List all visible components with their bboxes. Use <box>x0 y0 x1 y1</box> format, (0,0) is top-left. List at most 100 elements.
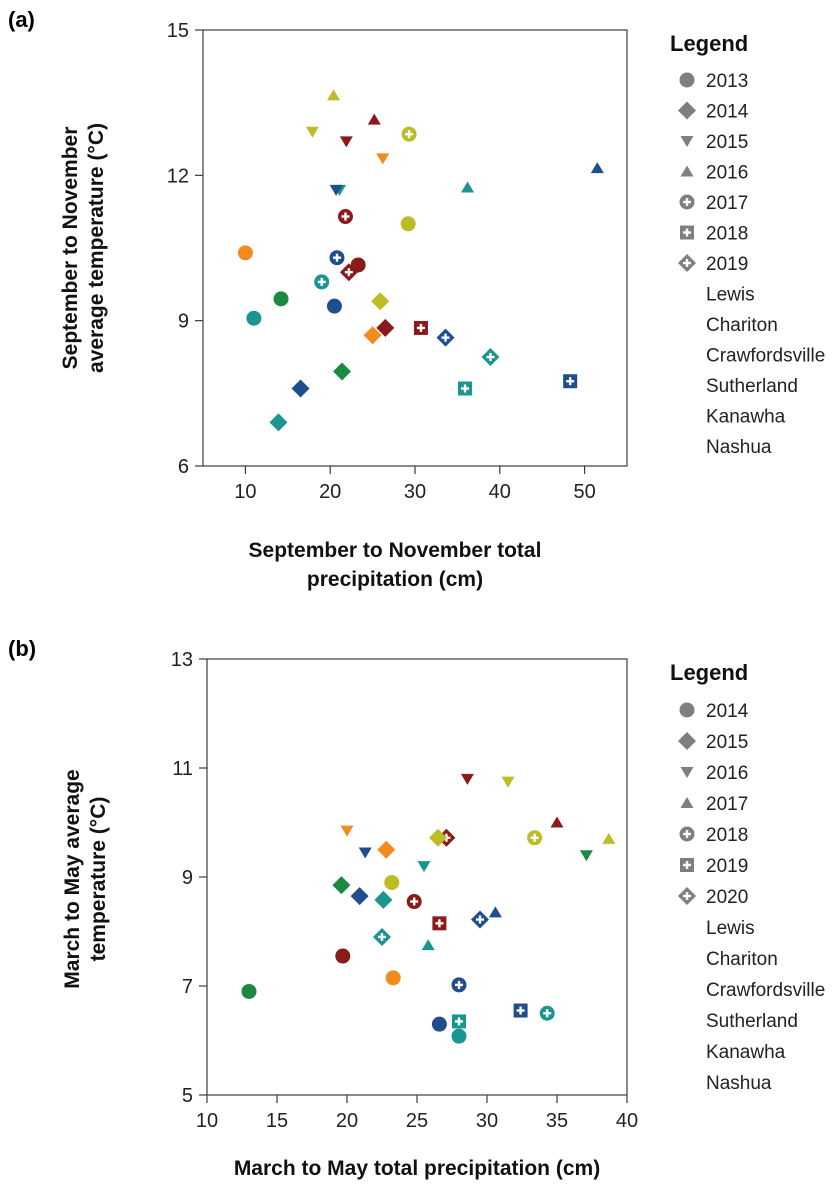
x-tick-label: 10 <box>234 481 256 503</box>
panel-label: (b) <box>8 636 36 661</box>
data-point <box>384 874 400 890</box>
x-tick-label: 40 <box>616 1110 638 1132</box>
data-point <box>451 1028 467 1044</box>
data-point <box>367 113 381 125</box>
data-point <box>432 916 447 931</box>
y-tick-label: 9 <box>178 311 189 333</box>
data-point <box>431 1016 447 1032</box>
data-point <box>488 906 502 918</box>
y-tick-label: 6 <box>178 456 189 478</box>
legend-year-label: 2014 <box>706 701 749 722</box>
data-point <box>291 379 310 398</box>
y-tick-label: 7 <box>182 976 193 998</box>
data-point <box>273 291 289 307</box>
legend-year-label: 2015 <box>706 132 748 153</box>
legend-marker <box>679 826 695 842</box>
legend-year-label: 2016 <box>706 763 748 784</box>
data-point <box>451 977 467 993</box>
data-point <box>579 850 593 862</box>
data-point <box>374 890 393 909</box>
y-tick-label: 12 <box>167 165 189 187</box>
data-point <box>460 773 474 785</box>
legend-site-label: Chariton <box>706 315 778 336</box>
panel-b: (b) 5 7 9 11 13 10 15 20 25 30 35 40 March to May ave… <box>8 636 825 1180</box>
data-point <box>327 89 341 101</box>
legend-year-label: 2019 <box>706 254 748 275</box>
x-axis-title: precipitation (cm) <box>307 568 483 591</box>
legend-marker <box>680 165 694 177</box>
data-point <box>358 847 372 859</box>
data-point <box>376 153 390 165</box>
panel-a: (a) 6 9 12 15 10 20 30 40 50 September to November… <box>8 7 825 591</box>
panel-label: (a) <box>8 7 35 32</box>
data-point <box>406 894 422 910</box>
data-point <box>246 310 262 326</box>
legend-year-label: 2018 <box>706 825 748 846</box>
data-point <box>329 250 345 266</box>
data-point <box>436 328 455 347</box>
data-point <box>335 948 351 964</box>
data-point <box>458 381 473 396</box>
y-axis-title: March to May average <box>61 769 84 988</box>
legend-site-label: Crawfordsville <box>706 980 825 1001</box>
data-point <box>333 362 352 381</box>
data-point <box>339 263 358 282</box>
data-point <box>350 887 369 906</box>
legend-marker <box>680 225 694 240</box>
legend-site-label: Kanawha <box>706 407 786 428</box>
legend-marker <box>679 72 695 88</box>
y-axis-title: September to November <box>59 127 82 370</box>
legend-site-label: Lewis <box>706 285 755 306</box>
x-tick-label: 15 <box>266 1110 288 1132</box>
data-point <box>461 181 475 193</box>
legend-marker <box>678 887 696 905</box>
plot-area-frame <box>206 658 628 1096</box>
data-point <box>241 983 257 999</box>
legend-marker <box>678 732 696 750</box>
x-tick-label: 50 <box>573 481 595 503</box>
y-tick-label: 11 <box>172 758 193 780</box>
legend-year-label: 2020 <box>706 887 748 908</box>
data-point <box>452 1014 466 1029</box>
legend-year-label: 2014 <box>706 102 749 123</box>
legend-site-label: Nashua <box>706 437 772 458</box>
legend-marker <box>679 194 695 210</box>
data-point <box>401 126 417 142</box>
legend-year-label: 2015 <box>706 732 748 753</box>
data-point <box>339 136 353 148</box>
legend-site-label: Chariton <box>706 949 778 970</box>
data-point <box>237 245 253 261</box>
legend-year-label: 2017 <box>706 794 748 815</box>
data-point <box>602 832 616 844</box>
y-tick-label: 9 <box>182 867 193 889</box>
data-point <box>417 861 431 873</box>
data-point <box>481 348 500 366</box>
legend-year-label: 2018 <box>706 224 748 245</box>
x-tick-label: 30 <box>476 1110 498 1132</box>
legend-year-label: 2019 <box>706 856 748 877</box>
data-point <box>539 1005 555 1021</box>
data-point <box>501 776 515 788</box>
legend-marker <box>680 136 694 147</box>
legend-site-label: Lewis <box>706 918 755 939</box>
legend-year-label: 2017 <box>706 193 748 214</box>
data-point <box>269 413 288 432</box>
legend-marker <box>679 702 695 718</box>
y-tick-label: 13 <box>171 649 193 671</box>
data-point <box>590 162 604 174</box>
data-point <box>413 320 428 335</box>
data-point <box>373 927 391 946</box>
legend-marker <box>680 767 694 778</box>
data-point <box>550 816 564 828</box>
data-point <box>563 374 578 389</box>
legend-year-label: 2013 <box>706 71 748 92</box>
x-axis-title: March to May total precipitation (cm) <box>234 1157 600 1180</box>
data-point <box>385 970 401 986</box>
legend-marker <box>680 858 694 872</box>
x-tick-label: 35 <box>546 1110 568 1132</box>
legend-site-label: Sutherland <box>706 376 798 397</box>
x-tick-label: 30 <box>404 481 426 503</box>
data-point <box>371 292 390 311</box>
data-point <box>376 318 395 337</box>
y-axis-title: temperature (°C) <box>87 797 110 962</box>
